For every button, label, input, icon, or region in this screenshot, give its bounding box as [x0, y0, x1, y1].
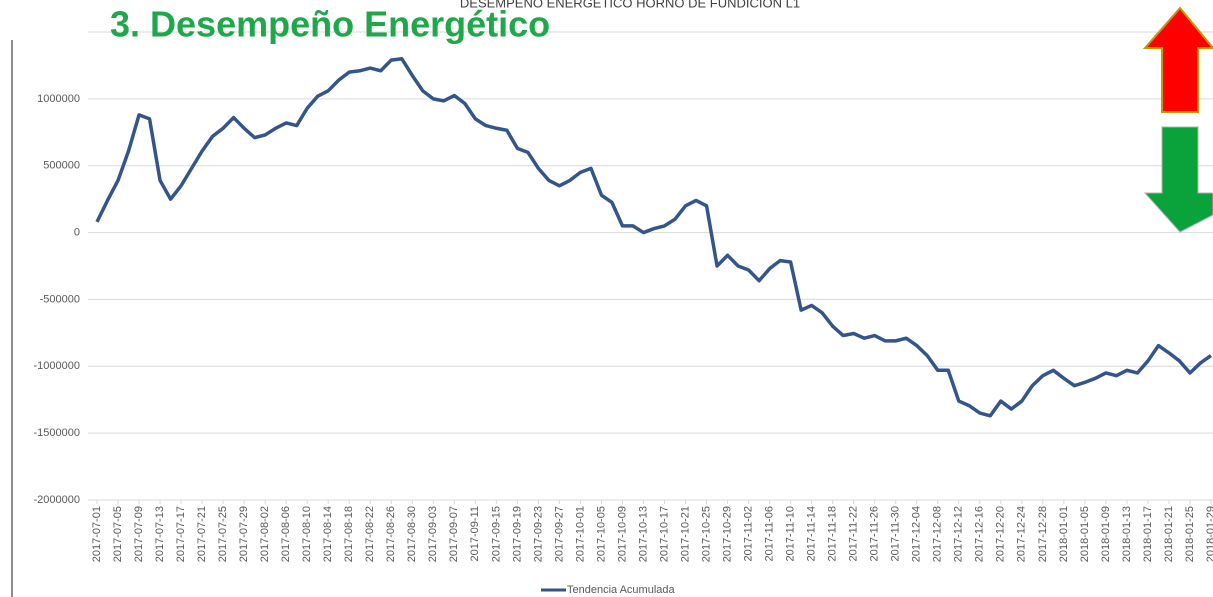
x-tick-label: 2017-07-05 — [112, 506, 124, 562]
x-tick-label: 2017-09-15 — [490, 506, 502, 562]
x-tick-label: 2017-10-21 — [679, 506, 691, 562]
x-tick-label: 2017-12-24 — [1016, 506, 1028, 562]
x-tick-label: 2018-01-21 — [1163, 506, 1175, 562]
y-tick-label: -1500000 — [34, 427, 81, 439]
x-tick-label: 2017-10-09 — [616, 506, 628, 562]
x-tick-label: 2017-12-12 — [953, 506, 965, 562]
x-tick-label: 2017-07-09 — [133, 506, 145, 562]
x-tick-label: 2017-12-16 — [974, 506, 986, 562]
x-tick-label: 2017-08-22 — [364, 506, 376, 562]
x-tick-label: 2017-07-21 — [196, 506, 208, 562]
x-tick-label: 2017-08-26 — [385, 506, 397, 562]
x-tick-label: 2017-12-20 — [995, 506, 1007, 562]
plot-area: -2000000 -1500000 -1000000 -500000 0 500000 10… — [34, 31, 1213, 596]
y-tick-label: 0 — [74, 226, 80, 238]
x-tick-label: 2017-09-03 — [427, 506, 439, 562]
x-tick-label: 2017-11-06 — [764, 506, 776, 561]
x-tick-label: 2017-07-01 — [91, 506, 103, 562]
x-tick-label: 2018-01-05 — [1079, 506, 1091, 562]
x-tick-label: 2017-11-02 — [742, 506, 754, 561]
x-tick-label: 2017-09-27 — [553, 506, 565, 562]
chart-title: DESEMPEÑO ENERGÉTICO HORNO DE FUNDICIÓN … — [460, 0, 800, 10]
x-tick-label: 2018-01-09 — [1100, 506, 1112, 562]
x-tick-label: 2017-08-14 — [322, 506, 334, 562]
x-tick-label: 2017-09-19 — [511, 506, 523, 562]
x-tick-label: 2017-11-22 — [848, 506, 860, 561]
x-tick-label: 2017-11-18 — [827, 506, 839, 561]
x-tick-label: 2017-08-10 — [301, 506, 313, 562]
x-tick-label: 2017-09-11 — [469, 506, 481, 561]
x-tick-label: 2017-07-25 — [217, 506, 229, 562]
x-tick-label: 2017-10-17 — [658, 506, 670, 562]
x-tick-label: 2017-09-23 — [532, 506, 544, 562]
x-tick-label: 2017-08-02 — [259, 506, 271, 562]
x-tick-label: 2017-07-13 — [154, 506, 166, 562]
x-tick-label: 2017-10-13 — [637, 506, 649, 562]
x-tick-label: 2017-12-04 — [911, 506, 923, 562]
x-tick-label: 2017-12-08 — [932, 506, 944, 562]
x-tick-label: 2017-07-17 — [175, 506, 187, 562]
y-tick-label: -2000000 — [34, 494, 81, 506]
x-tick-label: 2017-10-05 — [595, 506, 607, 562]
x-tick-label: 2017-09-07 — [448, 506, 460, 562]
x-tick-label: 2017-07-29 — [238, 506, 250, 562]
heading: 3. Desempeño Energético — [110, 4, 550, 45]
x-tick-label: 2018-01-29 — [1205, 506, 1213, 562]
x-tick-label: 2017-11-26 — [869, 506, 881, 561]
x-tick-label: 2017-11-30 — [890, 506, 902, 561]
x-tick-label: 2017-10-01 — [574, 506, 586, 562]
legend-label: Tendencia Acumulada — [567, 584, 676, 596]
x-tick-label: 2017-10-25 — [700, 506, 712, 562]
x-tick-label: 2018-01-01 — [1058, 506, 1070, 562]
x-tick-label: 2018-01-17 — [1142, 506, 1154, 562]
x-tick-label: 2017-10-29 — [721, 506, 733, 562]
y-tick-label: 500000 — [43, 160, 80, 172]
x-tick-label: 2017-12-28 — [1037, 506, 1049, 562]
y-tick-label: 1000000 — [37, 93, 80, 105]
x-tick-label: 2017-11-14 — [806, 506, 818, 561]
x-tick-label: 2018-01-25 — [1184, 506, 1196, 562]
x-tick-label: 2017-08-06 — [280, 506, 292, 562]
x-tick-label: 2017-08-30 — [406, 506, 418, 562]
y-tick-label: -1000000 — [34, 360, 81, 372]
up-arrow — [1142, 6, 1213, 113]
x-tick-label: 2018-01-13 — [1121, 506, 1133, 562]
data-line — [95, 56, 1213, 418]
x-tick-label: 2017-08-18 — [343, 506, 355, 562]
down-arrow — [1143, 126, 1213, 233]
y-tick-label: -500000 — [40, 293, 80, 305]
x-tick-label: 2017-11-10 — [785, 506, 797, 561]
